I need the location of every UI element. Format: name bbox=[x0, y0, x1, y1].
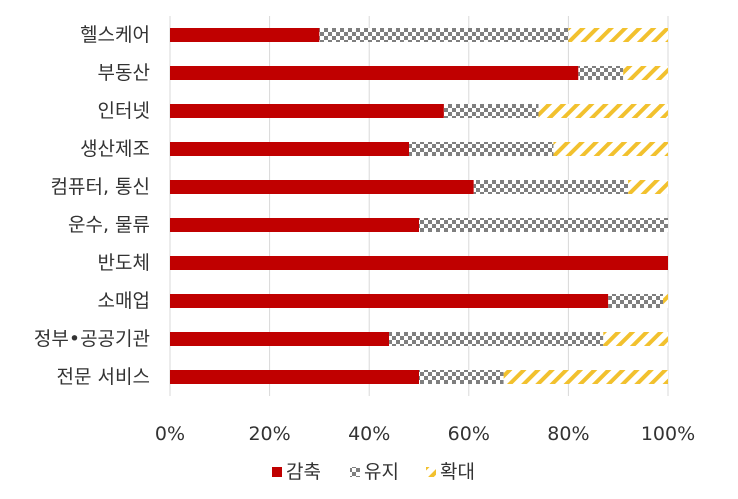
category-label: 인터넷 bbox=[98, 100, 150, 122]
category-label: 소매업 bbox=[98, 290, 150, 312]
category-label: 반도체 bbox=[98, 252, 150, 274]
category-label: 헬스케어 bbox=[80, 24, 150, 46]
bar-segment bbox=[419, 370, 504, 384]
legend-swatch bbox=[272, 467, 282, 477]
bar-segment bbox=[473, 180, 629, 194]
bar-segment bbox=[628, 180, 668, 194]
x-tick-labels: 0% 20% 40% 60% 80% 100% bbox=[155, 423, 695, 445]
bar-segment bbox=[170, 66, 579, 80]
bar-segment bbox=[170, 142, 410, 156]
category-label: 생산제조 bbox=[80, 138, 150, 160]
bar-segment bbox=[389, 332, 604, 346]
bar-segment bbox=[319, 28, 569, 42]
bar-segment bbox=[443, 104, 539, 118]
bar-segment bbox=[170, 370, 419, 384]
bar-segment bbox=[170, 218, 419, 232]
bar-segment bbox=[603, 332, 668, 346]
legend-label: 유지 bbox=[364, 461, 399, 483]
x-tick-label: 80% bbox=[547, 423, 589, 445]
bars bbox=[170, 28, 668, 384]
bar-segment bbox=[170, 332, 390, 346]
bar-segment bbox=[553, 142, 668, 156]
category-label: 컴퓨터, 통신 bbox=[51, 176, 150, 198]
bar-segment bbox=[663, 294, 668, 308]
legend-swatch bbox=[350, 467, 360, 477]
x-tick-label: 0% bbox=[155, 423, 185, 445]
category-label: 전문 서비스 bbox=[57, 366, 150, 388]
bar-segment bbox=[170, 294, 609, 308]
x-tick-label: 60% bbox=[448, 423, 490, 445]
bar-segment bbox=[419, 218, 668, 232]
legend-label: 감축 bbox=[286, 461, 321, 483]
category-label: 정부•공공기관 bbox=[34, 328, 150, 350]
legend-label: 확대 bbox=[440, 461, 475, 483]
bar-segment bbox=[170, 256, 668, 270]
bar-segment bbox=[503, 370, 668, 384]
x-tick-label: 40% bbox=[348, 423, 390, 445]
x-tick-label: 100% bbox=[641, 423, 695, 445]
category-label: 부동산 bbox=[98, 62, 150, 84]
legend: 감축 유지 확대 bbox=[272, 461, 475, 483]
bar-segment bbox=[538, 104, 668, 118]
bar-segment bbox=[623, 66, 668, 80]
category-label: 운수, 물류 bbox=[68, 214, 150, 236]
x-tick-label: 20% bbox=[248, 423, 290, 445]
bar-segment bbox=[170, 104, 444, 118]
bar-segment bbox=[568, 28, 668, 42]
bar-segment bbox=[170, 28, 320, 42]
bar-segment bbox=[578, 66, 624, 80]
bar-segment bbox=[170, 180, 474, 194]
bar-segment bbox=[409, 142, 554, 156]
bar-segment bbox=[608, 294, 664, 308]
legend-swatch bbox=[426, 467, 436, 477]
